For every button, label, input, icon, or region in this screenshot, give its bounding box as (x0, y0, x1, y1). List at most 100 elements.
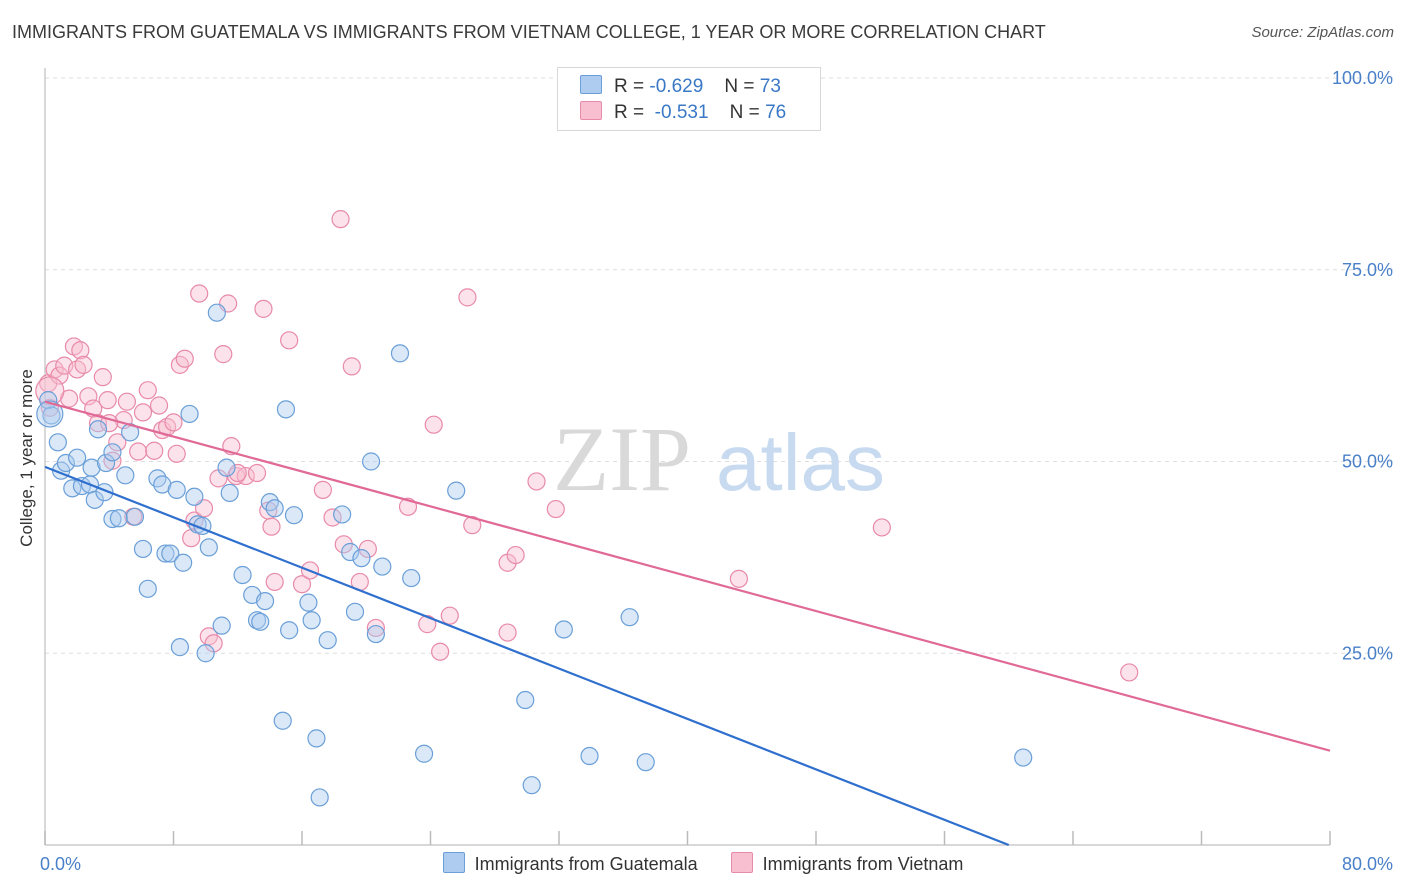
data-point-guatemala (447, 481, 466, 500)
data-point-guatemala (167, 480, 186, 499)
data-point-guatemala (220, 483, 239, 503)
data-point-guatemala (255, 591, 275, 611)
data-point-guatemala (148, 469, 167, 488)
data-point-guatemala (180, 404, 199, 424)
data-point-guatemala (402, 568, 421, 588)
data-point-vietnam (129, 442, 148, 461)
data-point-vietnam (117, 392, 137, 411)
data-point-vietnam (190, 284, 209, 303)
series-legend-guatemala: Immigrants from Guatemala (442, 852, 698, 875)
data-point-guatemala (280, 621, 299, 640)
data-point-vietnam (149, 396, 169, 415)
data-point-guatemala (636, 753, 655, 772)
data-point-guatemala (341, 542, 360, 562)
data-point-guatemala (260, 493, 279, 512)
data-point-guatemala (307, 729, 326, 748)
data-point-vietnam (331, 210, 350, 229)
data-point-vietnam (50, 366, 69, 385)
data-point-guatemala (68, 448, 87, 467)
data-point-guatemala (217, 458, 236, 477)
data-point-guatemala (103, 509, 122, 529)
data-point-guatemala (88, 420, 108, 439)
data-point-vietnam (170, 355, 190, 374)
legend-n-guatemala: 73 (759, 76, 781, 97)
y-axis-label: College, 1 year or more (17, 369, 36, 547)
stats-legend: R = -0.629 N = 73 R = -0.531 N = 76 (557, 67, 821, 131)
y-tick-label: 50.0% (1342, 452, 1393, 472)
y-tick-label: 75.0% (1342, 260, 1393, 280)
series-swatch-guatemala (442, 852, 465, 873)
guatemala-points (36, 303, 1033, 807)
data-point-guatemala (48, 433, 67, 452)
data-point-vietnam (133, 403, 153, 422)
data-point-vietnam (366, 618, 385, 638)
data-point-guatemala (276, 400, 296, 419)
legend-n-vietnam: 76 (765, 102, 787, 123)
data-point-vietnam (292, 575, 312, 594)
data-point-guatemala (366, 624, 385, 644)
data-point-guatemala-cluster (36, 400, 64, 428)
series-swatch-vietnam (730, 852, 753, 873)
legend-row-vietnam: R = -0.531 N = 76 (580, 101, 786, 125)
legend-r-label: R = (614, 102, 645, 123)
legend-swatch-guatemala (580, 75, 602, 94)
series-legend: Immigrants from Guatemala Immigrants fro… (0, 852, 1406, 875)
data-point-guatemala (345, 602, 365, 621)
chart-title: IMMIGRANTS FROM GUATEMALA VS IMMIGRANTS … (12, 22, 1046, 42)
data-point-guatemala (554, 620, 573, 639)
data-point-guatemala (333, 505, 352, 524)
trend-lines (44, 400, 1331, 847)
data-point-vietnam (313, 480, 332, 499)
data-point-guatemala (265, 499, 284, 518)
data-point-vietnam (93, 368, 112, 387)
data-point-vietnam (175, 349, 194, 368)
grid-lines (45, 77, 1394, 654)
data-point-guatemala (580, 746, 599, 766)
data-point-guatemala (170, 638, 190, 657)
data-point-vietnam (98, 391, 117, 410)
data-point-vietnam (498, 623, 517, 642)
series-label-vietnam: Immigrants from Vietnam (762, 854, 964, 874)
data-point-guatemala (302, 611, 321, 630)
data-point-vietnam (228, 463, 247, 483)
data-point-vietnam (71, 341, 90, 360)
data-point-guatemala (96, 453, 116, 473)
data-point-guatemala (522, 776, 541, 795)
trend-line-vietnam (44, 400, 1331, 752)
data-point-vietnam (138, 381, 157, 400)
data-point-vietnam (167, 444, 186, 463)
axes (44, 68, 1331, 846)
data-point-guatemala (207, 303, 226, 322)
data-point-vietnam (424, 415, 443, 434)
legend-r-vietnam: -0.531 (654, 102, 709, 123)
data-point-guatemala (373, 557, 392, 576)
source-label: Source: ZipAtlas.com (1251, 24, 1394, 41)
data-point-guatemala (212, 616, 231, 635)
legend-swatch-vietnam (580, 101, 602, 120)
data-point-guatemala (516, 690, 535, 710)
legend-r-label: R = (614, 76, 645, 97)
data-point-vietnam (506, 545, 525, 565)
data-point-vietnam (262, 517, 281, 536)
data-point-guatemala (185, 487, 204, 506)
data-point-vietnam (1120, 663, 1139, 682)
data-point-guatemala (299, 593, 318, 612)
watermark-atlas: atlas (716, 418, 885, 507)
data-point-guatemala (103, 443, 122, 462)
data-point-vietnam (214, 345, 233, 364)
data-point-vietnam (418, 615, 437, 634)
data-point-guatemala (414, 744, 434, 763)
data-point-vietnam (527, 472, 546, 491)
data-point-guatemala (310, 788, 329, 807)
data-point-guatemala (174, 553, 193, 572)
series-legend-vietnam: Immigrants from Vietnam (730, 852, 964, 875)
x-tick-label: 0.0% (40, 854, 81, 874)
data-point-vietnam (342, 357, 361, 376)
data-point-guatemala (42, 406, 61, 425)
data-point-guatemala (85, 490, 104, 509)
data-point-vietnam (265, 572, 284, 592)
data-point-vietnam (164, 413, 183, 432)
y-tick-label: 100.0% (1332, 68, 1393, 88)
data-point-guatemala (82, 458, 101, 477)
